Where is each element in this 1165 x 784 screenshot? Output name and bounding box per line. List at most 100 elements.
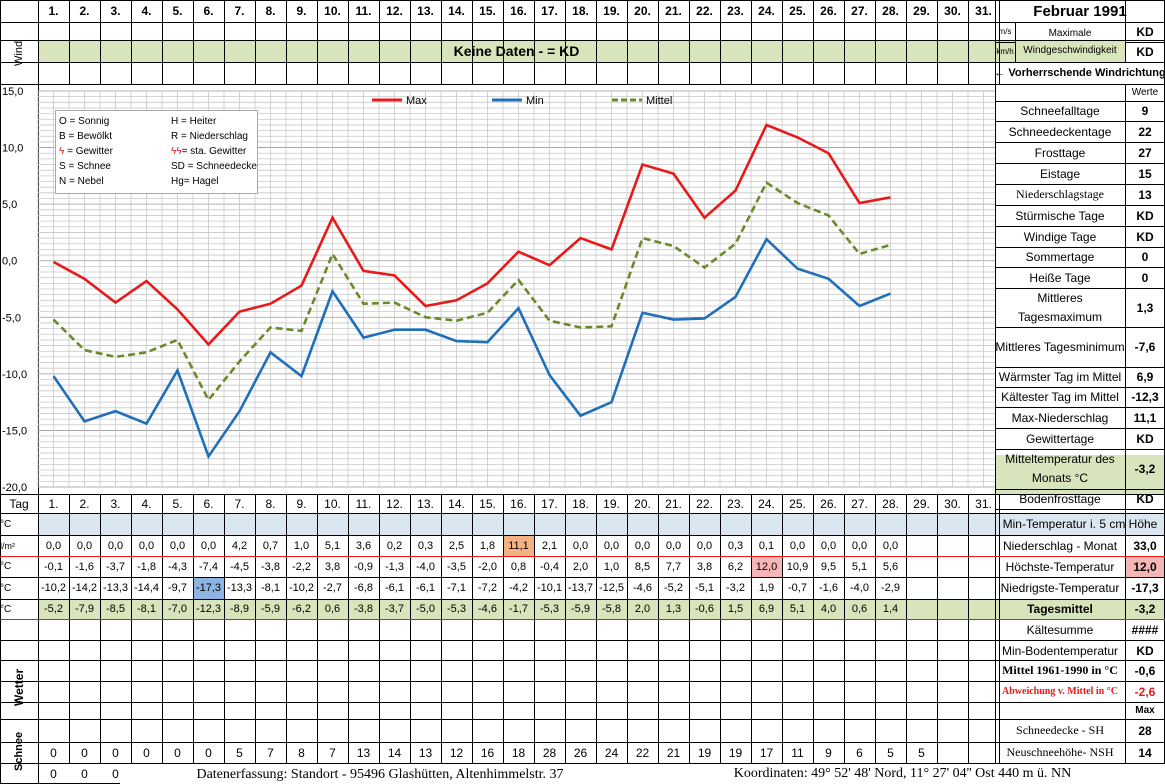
- value-cell-mean: 1,5: [727, 603, 744, 615]
- summary-value: -0,6: [1134, 663, 1156, 678]
- summary-value: -17,3: [1131, 581, 1159, 595]
- stat-value: 6,9: [1136, 370, 1154, 384]
- day-header: 7.: [234, 4, 245, 18]
- value-cell-min: -6,8: [354, 582, 373, 594]
- day-header: 2.: [79, 4, 90, 18]
- snow-depth-cell: 13: [356, 745, 371, 760]
- stat-value: 15: [1138, 166, 1152, 181]
- day-header: 30.: [944, 4, 961, 18]
- summary-label: [995, 702, 1125, 719]
- legend-code: R = Niederschlag: [171, 131, 248, 142]
- day-header: 10.: [324, 496, 341, 511]
- day-header: 3.: [110, 496, 121, 511]
- value-cell-mean: -6,2: [292, 603, 311, 615]
- value-cell-max: -7,4: [199, 560, 218, 573]
- legend-code: O = Sonnig: [59, 116, 110, 127]
- value-cell-min: -10,2: [288, 582, 315, 594]
- y-tick-label: 0,0: [2, 256, 17, 268]
- value-cell-mean: 2,0: [634, 603, 651, 615]
- value-cell-precip: 0,3: [417, 539, 434, 552]
- snow-depth-cell: 11: [791, 745, 804, 760]
- y-tick-label: 15,0: [2, 86, 23, 98]
- day-header: 24.: [758, 4, 775, 18]
- day-header: 31.: [975, 4, 992, 18]
- value-cell-min: -10,2: [40, 582, 67, 594]
- day-header: 5.: [172, 4, 183, 18]
- value-cell-min: -4,2: [509, 582, 528, 594]
- value-cell-max: 9,5: [820, 560, 837, 573]
- value-cell-min: -13,7: [567, 582, 594, 594]
- value-cell-min: -2,9: [881, 582, 900, 594]
- value-cell-max: 3,8: [324, 560, 341, 573]
- value-cell-max: -1,3: [385, 560, 404, 573]
- stat-label: Schneedeckentage: [1008, 124, 1112, 139]
- min5cm-band: [38, 513, 995, 535]
- legend-label: Max: [406, 95, 427, 107]
- value-cell-max: -4,5: [230, 560, 249, 573]
- day-header: 1.: [48, 4, 59, 18]
- unit-label: °C: [0, 518, 12, 530]
- value-cell-mean: -8,9: [230, 603, 249, 615]
- value-cell-precip: 0,0: [76, 539, 93, 552]
- value-cell-mean: 0,6: [324, 603, 341, 615]
- stat-label: Schneefalltage: [1020, 104, 1100, 118]
- mean-band: [38, 599, 995, 619]
- day-header: 19.: [603, 4, 620, 18]
- stat-label: Windige Tage: [1023, 229, 1097, 244]
- value-cell-precip: 2,1: [541, 539, 558, 552]
- value-cell-min: -6,1: [416, 582, 435, 594]
- month-title: Februar 1991: [1033, 2, 1127, 20]
- stat-label: Wärmster Tag im Mittel: [998, 370, 1122, 384]
- value-cell-min: -14,2: [71, 582, 98, 594]
- value-cell-mean: 0,6: [851, 603, 868, 615]
- day-header: 23.: [727, 496, 744, 511]
- stat-label: Eistage: [1039, 166, 1081, 181]
- value-cell-max: -2,2: [292, 560, 311, 573]
- day-header: 14.: [448, 4, 465, 18]
- new-snow-cell: 0: [50, 766, 57, 781]
- day-header: 24.: [758, 496, 775, 511]
- stat-value: -3,2: [1134, 462, 1156, 476]
- day-header: 25.: [789, 496, 806, 511]
- value-cell-precip: 0,2: [386, 539, 403, 552]
- value-cell-precip: 0,0: [200, 539, 217, 552]
- snow-depth-cell: 22: [635, 745, 650, 760]
- value-cell-mean: 4,0: [820, 603, 837, 615]
- summary-label: Abweichung v. Mittel in °C: [1002, 686, 1118, 697]
- legend-label: Min: [526, 95, 544, 107]
- stat-label: Gewittertage: [1025, 431, 1095, 446]
- day-header: 27.: [851, 496, 868, 511]
- day-header: 22.: [696, 4, 713, 18]
- day-header: 12.: [386, 496, 403, 511]
- summary-label: Schneedecke - SH: [1016, 723, 1104, 737]
- value-cell-mean: -12,3: [195, 603, 222, 615]
- value-cell-max: 7,7: [665, 560, 682, 573]
- snow-depth-cell: 21: [666, 745, 681, 760]
- value-cell-max: 5,6: [882, 560, 899, 573]
- day-header: 30.: [944, 496, 961, 511]
- snow-depth-cell: 28: [542, 745, 557, 760]
- snow-depth-cell: 0: [205, 745, 212, 760]
- day-header: 14.: [448, 496, 465, 511]
- stat-value: -7,6: [1134, 340, 1156, 354]
- max-wind-ms: KD: [1136, 25, 1154, 39]
- day-header: 2.: [79, 496, 90, 511]
- stat-value: 22: [1138, 124, 1152, 139]
- value-cell-precip: 0,0: [820, 539, 837, 552]
- value-cell-max: 3,8: [696, 560, 713, 573]
- summary-label: Kältesumme: [1026, 622, 1094, 637]
- day-header: 9.: [296, 4, 307, 18]
- value-cell-min: -13,3: [102, 582, 129, 594]
- value-cell-max: 6,2: [727, 560, 744, 573]
- value-cell-precip: 5,1: [324, 539, 341, 552]
- value-cell-min: -3,2: [726, 582, 745, 594]
- stat-label: Bodenfrosttage: [1019, 492, 1101, 506]
- day-header: 17.: [541, 4, 558, 18]
- series-line-min: [52, 237, 891, 460]
- value-cell-max: 5,1: [851, 560, 868, 573]
- snow-depth-cell: 18: [511, 745, 526, 760]
- new-snow-cell: 0: [112, 766, 119, 781]
- snow-depth-cell: 6: [856, 745, 863, 760]
- day-header: 11.: [355, 496, 372, 511]
- day-header: 26.: [820, 496, 837, 511]
